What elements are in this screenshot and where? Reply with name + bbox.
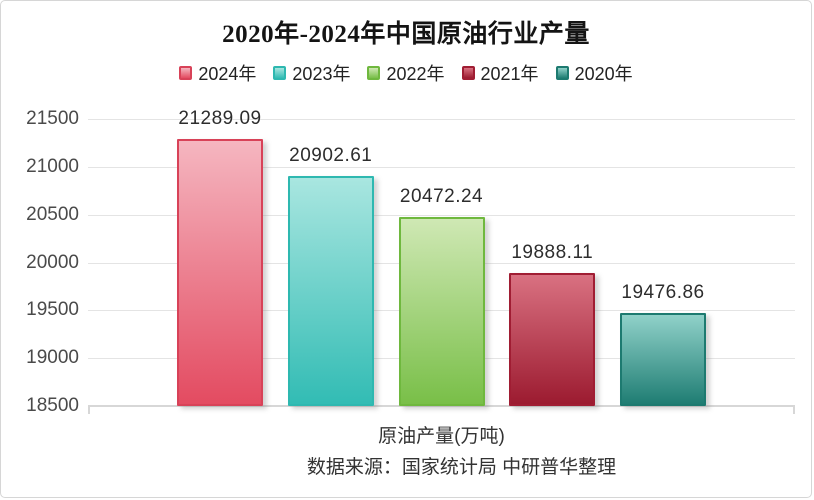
legend-swatch-icon (461, 66, 475, 80)
x-axis-label: 原油产量(万吨) (378, 426, 505, 447)
gridline-21500 (88, 119, 795, 120)
legend-item-2024年: 2024年 (179, 60, 256, 86)
bar-value-label: 20902.61 (289, 145, 373, 167)
y-tick-label: 20000 (26, 251, 79, 273)
bar-value-label: 20472.24 (399, 186, 484, 208)
chart-title: 2020年-2024年中国原油行业产量 (222, 21, 590, 48)
bar-value-label: 19888.11 (511, 242, 594, 264)
gridline-20500 (88, 214, 795, 216)
legend-label: 2022年 (386, 64, 445, 84)
legend-label: 2023年 (292, 64, 351, 84)
y-tick-label: 19000 (26, 347, 79, 369)
legend-item-2021年: 2021年 (461, 60, 539, 86)
gridline-21000 (88, 166, 795, 168)
source-note: 数据来源：国家统计局 中研普华整理 (306, 457, 617, 478)
legend-item-2020年: 2020年 (555, 60, 633, 86)
chart-legend: 2024年 2023年 2022年 2021年 2020年 (1, 62, 811, 84)
legend-swatch-icon (367, 66, 381, 80)
y-tick-label: 18500 (26, 395, 79, 416)
bar-2023年 (287, 176, 374, 406)
legend-label: 2020年 (574, 64, 633, 84)
legend-label: 2024年 (198, 64, 257, 84)
legend-item-2022年: 2022年 (367, 60, 445, 86)
x-axis-right-tick (793, 406, 795, 414)
bar-2021年 (509, 273, 596, 406)
bar-value-label: 21289.09 (178, 108, 262, 130)
y-tick-label: 20500 (26, 203, 79, 225)
legend-label: 2021年 (480, 64, 539, 84)
legend-item-2023年: 2023年 (273, 60, 350, 86)
y-tick-label: 19500 (26, 299, 79, 321)
y-tick-label: 21000 (26, 155, 79, 177)
bar-2020年 (620, 312, 706, 406)
legend-swatch-icon (179, 66, 193, 80)
bar-value-label: 19476.86 (621, 281, 705, 303)
bar-2024年 (177, 139, 263, 406)
x-axis-left-tick (88, 406, 90, 414)
legend-swatch-icon (273, 66, 287, 80)
legend-swatch-icon (555, 66, 569, 80)
gridline-18500 (88, 405, 795, 407)
y-tick-label: 21500 (26, 108, 79, 129)
bar-2022年 (398, 217, 485, 406)
